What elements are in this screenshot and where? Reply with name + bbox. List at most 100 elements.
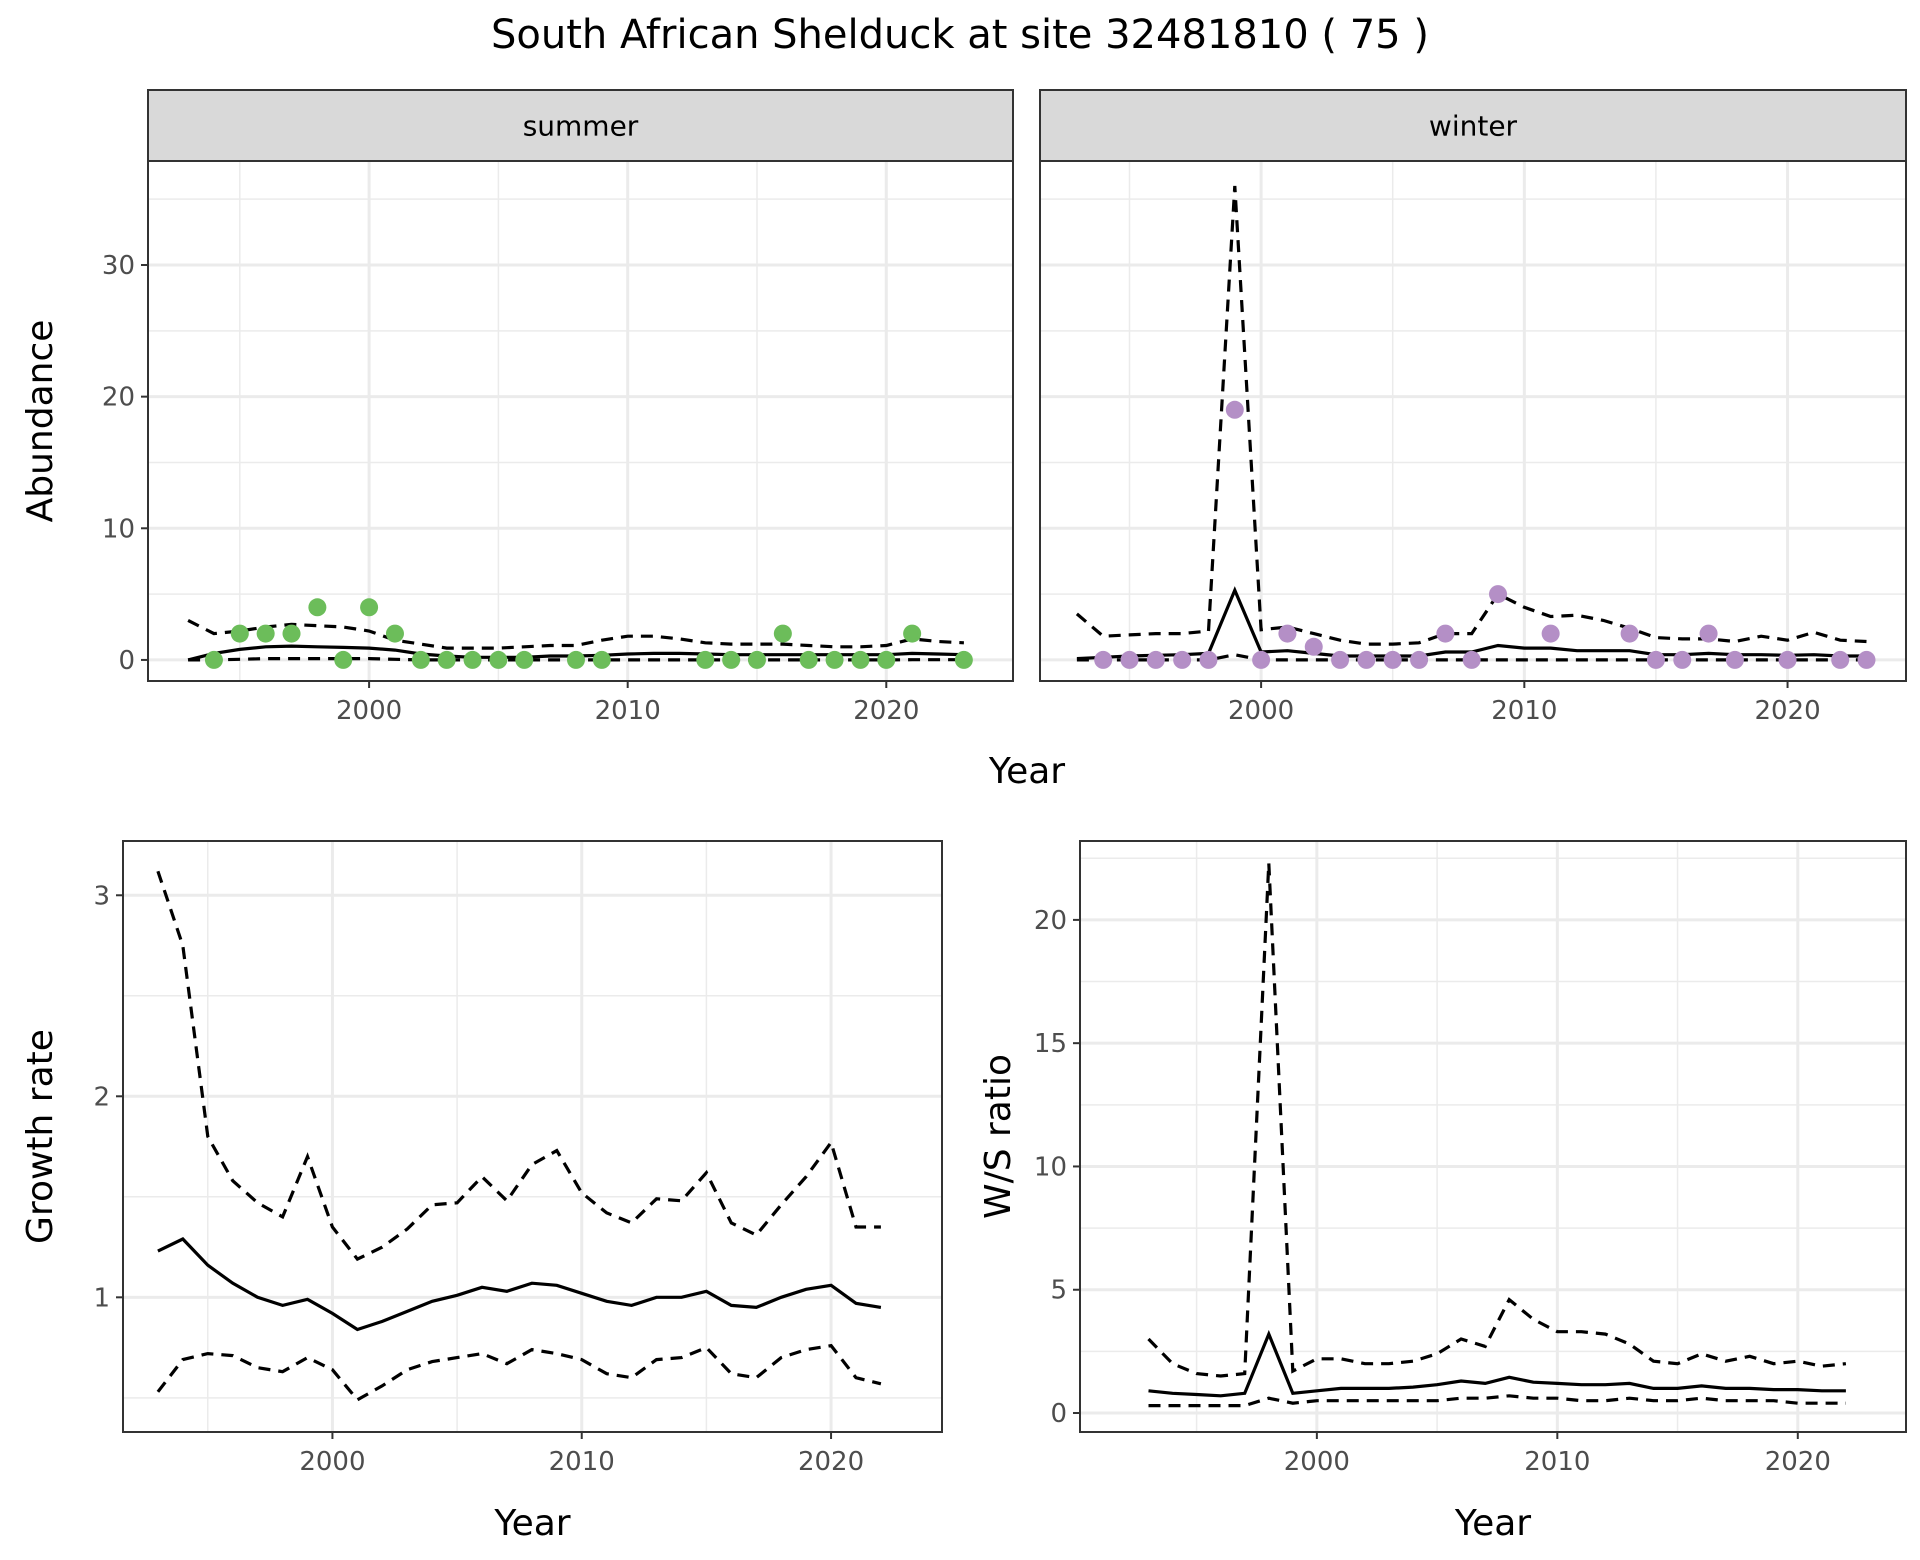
chart-title: South African Shelduck at site 32481810 … bbox=[491, 12, 1429, 58]
y-tick-label: 3 bbox=[93, 881, 110, 911]
x-tick-label: 2000 bbox=[336, 696, 402, 726]
data-point bbox=[954, 650, 973, 669]
x-tick-label: 2010 bbox=[549, 1447, 615, 1477]
data-point bbox=[747, 650, 766, 669]
x-axis-label: Year bbox=[493, 1503, 570, 1544]
data-point bbox=[877, 650, 896, 669]
data-point bbox=[1673, 650, 1692, 669]
facet-strip bbox=[1039, 89, 1907, 162]
data-point bbox=[1778, 650, 1797, 669]
data-point bbox=[1094, 650, 1113, 669]
upper-ci-line bbox=[1147, 863, 1847, 1378]
data-point bbox=[334, 650, 353, 669]
x-tick-label: 2020 bbox=[798, 1447, 864, 1477]
data-point bbox=[1331, 650, 1350, 669]
panel-3 bbox=[1073, 840, 1907, 1439]
panel-2 bbox=[116, 840, 943, 1439]
data-point bbox=[204, 650, 223, 669]
data-point bbox=[825, 650, 844, 669]
data-point bbox=[411, 650, 430, 669]
data-point bbox=[696, 650, 715, 669]
x-tick-label: 2010 bbox=[595, 696, 661, 726]
data-point bbox=[1357, 650, 1376, 669]
x-tick-label: 2020 bbox=[853, 696, 919, 726]
y-tick-label: 30 bbox=[102, 251, 135, 281]
y-axis-label: Growth rate bbox=[20, 1029, 61, 1244]
x-tick-label: 2000 bbox=[299, 1447, 365, 1477]
x-axis-label: Year bbox=[988, 751, 1065, 792]
lower-ci-line bbox=[156, 1343, 882, 1402]
data-point bbox=[1725, 650, 1744, 669]
data-point bbox=[256, 624, 275, 643]
data-point bbox=[489, 650, 508, 669]
data-point bbox=[437, 650, 456, 669]
panel-border bbox=[122, 840, 943, 1433]
data-point bbox=[1252, 650, 1271, 669]
data-point bbox=[592, 650, 611, 669]
data-point bbox=[1857, 650, 1876, 669]
panel-1 bbox=[1039, 89, 1907, 688]
y-axis-label: Abundance bbox=[20, 320, 61, 523]
data-point bbox=[903, 624, 922, 643]
data-point bbox=[1225, 400, 1244, 419]
lower-ci-line bbox=[1148, 1394, 1846, 1408]
data-point bbox=[851, 650, 870, 669]
data-point bbox=[1278, 624, 1297, 643]
data-point bbox=[1146, 650, 1165, 669]
data-point bbox=[1304, 637, 1323, 656]
data-point bbox=[1173, 650, 1192, 669]
data-point bbox=[799, 650, 818, 669]
data-point bbox=[360, 598, 379, 617]
data-point bbox=[308, 598, 327, 617]
x-tick-label: 2010 bbox=[1524, 1447, 1590, 1477]
facet-label: summer bbox=[523, 110, 639, 143]
data-point bbox=[1199, 650, 1218, 669]
facet-label: winter bbox=[1429, 110, 1518, 143]
plot-background bbox=[1040, 161, 1906, 681]
data-point bbox=[1462, 650, 1481, 669]
x-tick-label: 2000 bbox=[1228, 696, 1294, 726]
data-point bbox=[515, 650, 534, 669]
data-point bbox=[1541, 624, 1560, 643]
data-point bbox=[1620, 624, 1639, 643]
data-point bbox=[1383, 650, 1402, 669]
upper-ci-line bbox=[1075, 185, 1867, 646]
y-axis-label: W/S ratio bbox=[978, 1054, 1019, 1219]
fit-line bbox=[157, 1237, 882, 1332]
data-point bbox=[1410, 650, 1429, 669]
data-point bbox=[463, 650, 482, 669]
upper-ci-line bbox=[156, 870, 881, 1262]
data-point bbox=[1489, 585, 1508, 604]
y-tick-label: 0 bbox=[1050, 1399, 1067, 1429]
y-tick-label: 10 bbox=[102, 514, 135, 544]
data-point bbox=[282, 624, 301, 643]
y-tick-label: 10 bbox=[1034, 1152, 1067, 1182]
panel-border bbox=[1079, 840, 1907, 1433]
plot-background bbox=[123, 841, 942, 1432]
x-tick-label: 2010 bbox=[1491, 696, 1557, 726]
data-point bbox=[1699, 624, 1718, 643]
plot-background bbox=[148, 161, 1013, 681]
x-tick-label: 2020 bbox=[1754, 696, 1820, 726]
x-axis-label: Year bbox=[1454, 1503, 1531, 1544]
x-tick-label: 2020 bbox=[1765, 1447, 1831, 1477]
panel-0 bbox=[141, 89, 1014, 688]
data-point bbox=[566, 650, 585, 669]
y-tick-label: 20 bbox=[102, 383, 135, 413]
y-tick-label: 2 bbox=[93, 1082, 110, 1112]
x-tick-label: 2000 bbox=[1284, 1447, 1350, 1477]
y-tick-label: 1 bbox=[93, 1283, 110, 1313]
data-point bbox=[230, 624, 249, 643]
series-group bbox=[1147, 863, 1847, 1408]
data-point bbox=[773, 624, 792, 643]
series-group bbox=[156, 870, 882, 1402]
y-tick-label: 0 bbox=[118, 646, 135, 676]
data-point bbox=[1646, 650, 1665, 669]
y-tick-label: 20 bbox=[1034, 906, 1067, 936]
fit-line bbox=[1148, 1329, 1846, 1398]
data-point bbox=[1436, 624, 1455, 643]
facet-strip bbox=[147, 89, 1014, 162]
data-point bbox=[1831, 650, 1850, 669]
y-tick-label: 15 bbox=[1034, 1029, 1067, 1059]
